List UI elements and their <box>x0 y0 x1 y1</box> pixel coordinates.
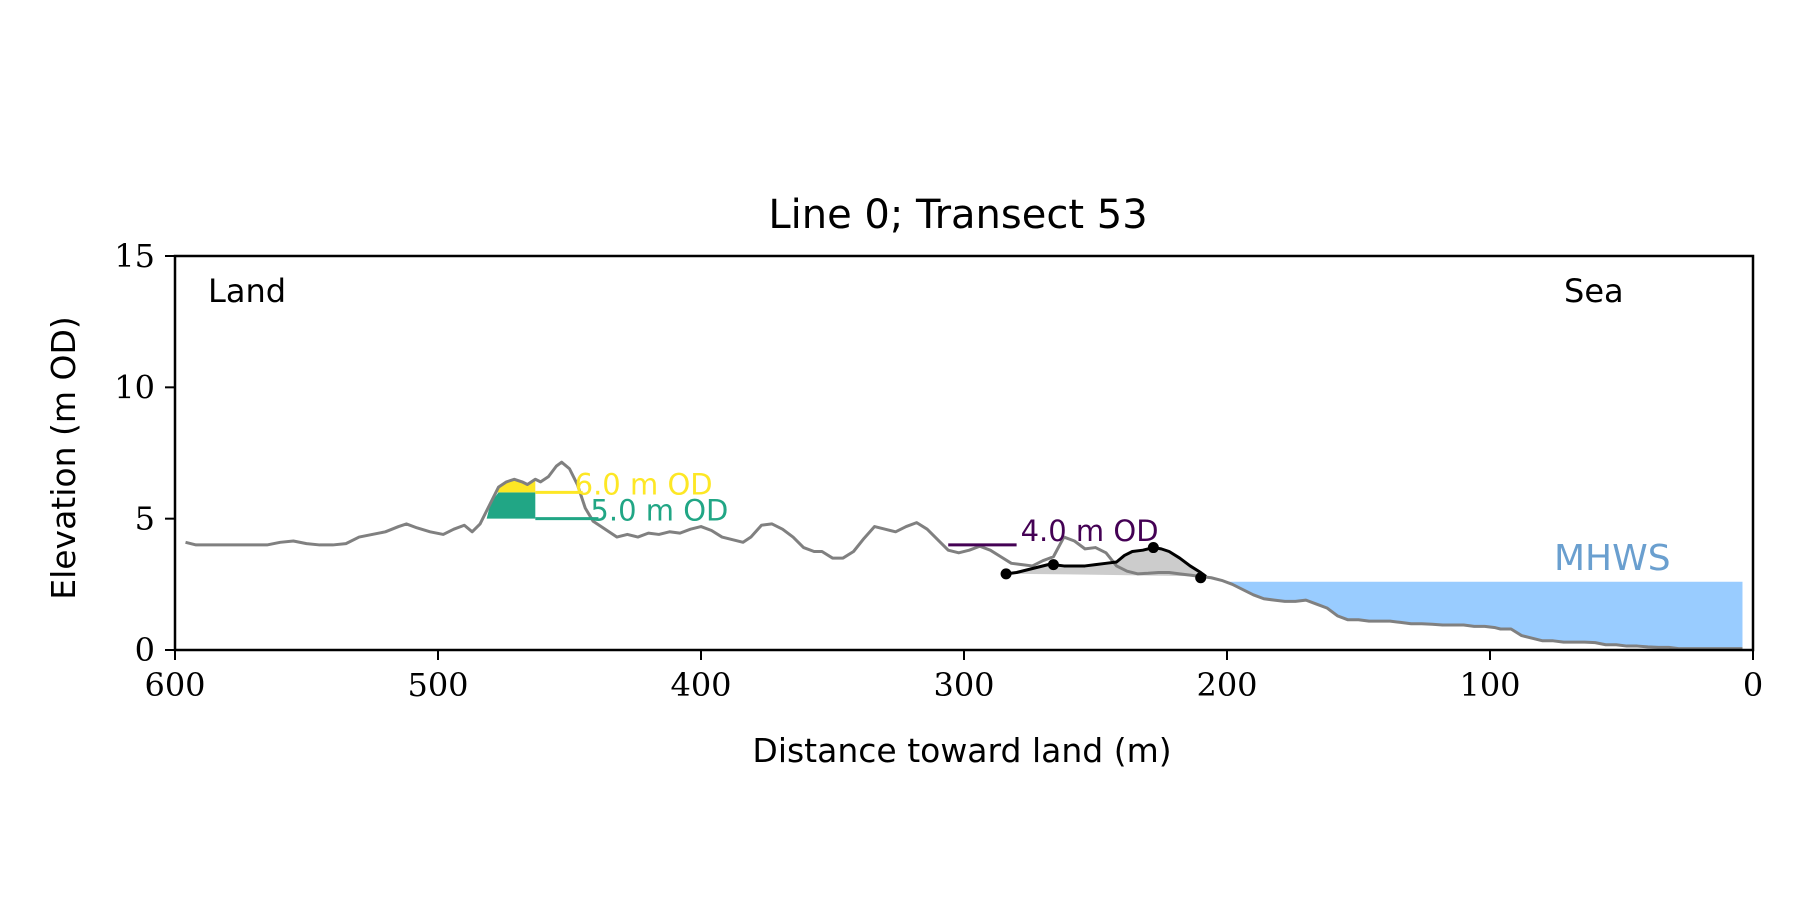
x-tick-label-4: 200 <box>1196 666 1257 704</box>
x-tick-label-5: 100 <box>1459 666 1520 704</box>
level-label-1: 5.0 m OD <box>590 494 728 528</box>
y-tick-label-1: 5 <box>135 500 155 538</box>
mhws-label: MHWS <box>1554 538 1671 579</box>
y-tick-label-2: 10 <box>114 368 155 406</box>
x-tick-label-1: 500 <box>407 666 468 704</box>
level-label-2: 4.0 m OD <box>1021 514 1159 548</box>
level-band-0 <box>486 492 536 519</box>
level-label-0: 6.0 m OD <box>575 467 713 501</box>
y-axis-label: Elevation (m OD) <box>44 316 83 600</box>
y-tick-label-3: 15 <box>114 237 155 275</box>
profile-line <box>185 460 1743 651</box>
x-tick-label-2: 400 <box>670 666 731 704</box>
level-layer: 6.0 m OD5.0 m OD 4.0 m OD <box>535 467 1159 548</box>
dune-point-3 <box>1195 572 1207 584</box>
level-band-1 <box>494 479 536 493</box>
dune-profile-line <box>1005 546 1207 578</box>
line-layer <box>185 460 1743 651</box>
chart-title: Line 0; Transect 53 <box>768 192 1147 238</box>
dune-point-2 <box>1147 542 1159 554</box>
x-tick-label-3: 300 <box>933 666 994 704</box>
x-axis-label: Distance toward land (m) <box>752 731 1171 770</box>
dune-point-0 <box>1000 568 1012 580</box>
axes-layer: 600 500 400 300 200 100 0 0 5 10 15 <box>114 237 1763 704</box>
sea-annotation: Sea <box>1564 272 1624 310</box>
dune-point-1 <box>1047 559 1059 571</box>
mhws-water-area <box>1225 581 1743 649</box>
x-tick-label-0: 600 <box>144 666 205 704</box>
land-annotation: Land <box>208 272 286 310</box>
x-tick-label-6: 0 <box>1743 666 1763 704</box>
y-tick-label-0: 0 <box>135 631 155 669</box>
